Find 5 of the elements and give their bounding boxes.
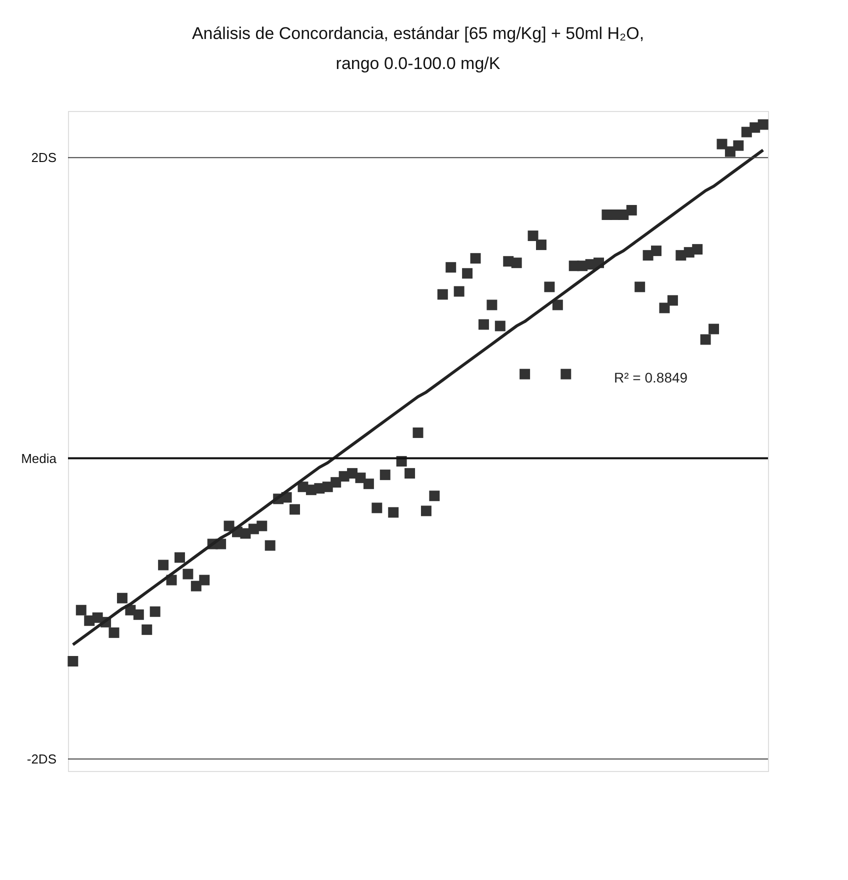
annotation: R² = 0.8849 [614,369,688,386]
y-tick-label: Media [21,450,58,466]
y-tick-label: -2DS [26,751,57,766]
y-tick-label: 2DS [31,150,57,166]
chart-title: Análisis de Concordancia, estándar [65 mg/Kg] + 50ml H₂O, rango 0.0-100.0 mg/K [192,24,644,73]
